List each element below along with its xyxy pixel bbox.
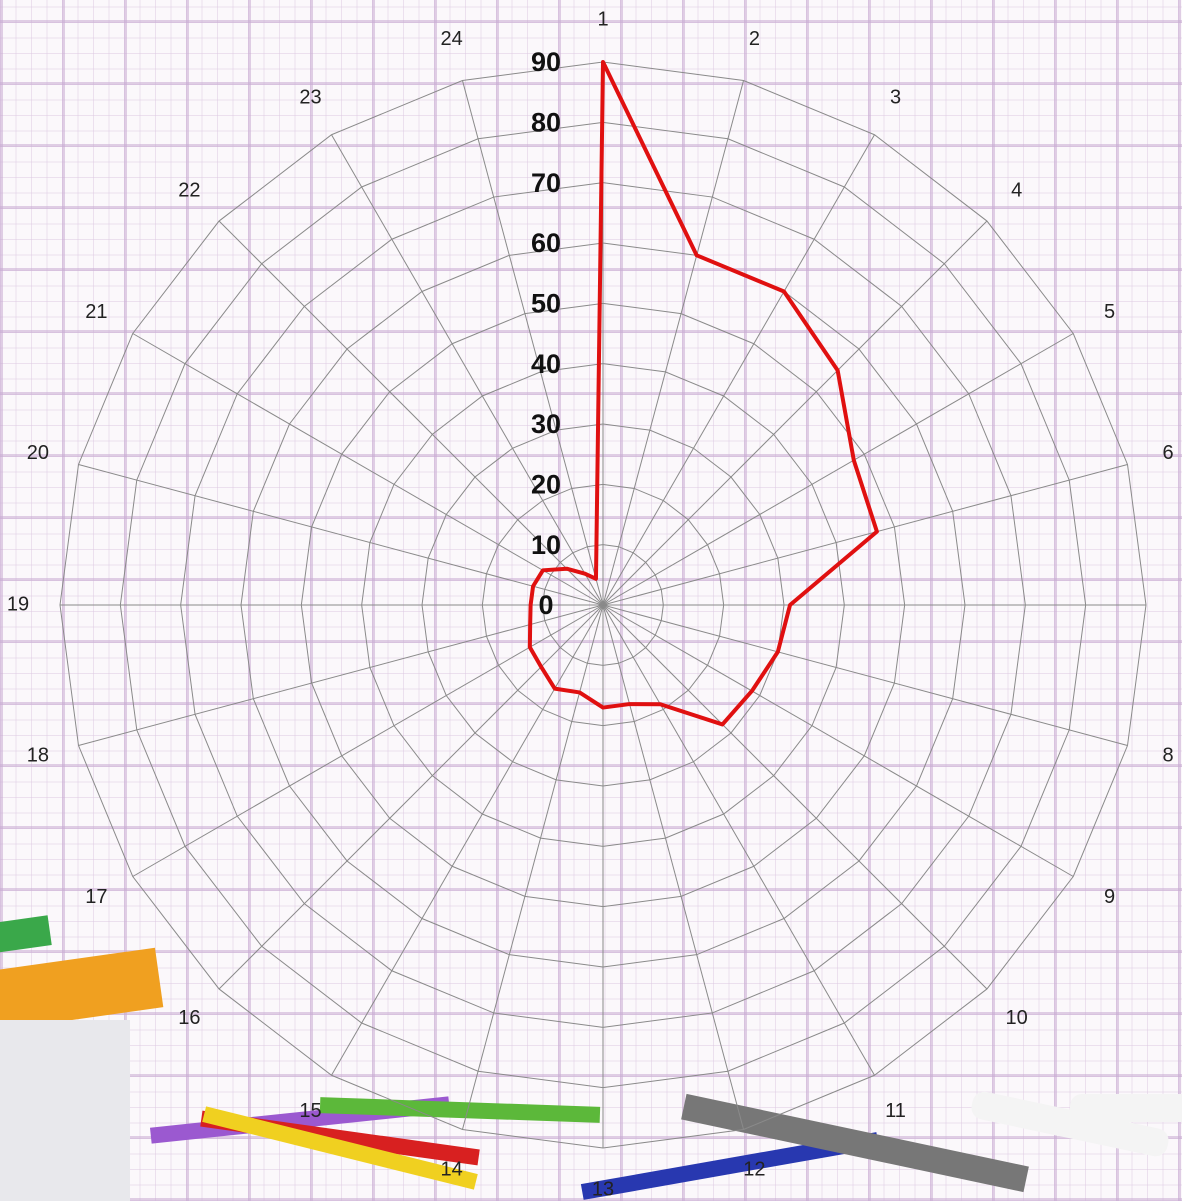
decor <box>0 915 1182 1201</box>
category-label: 23 <box>299 87 321 109</box>
category-label: 21 <box>85 301 107 323</box>
category-label: 15 <box>299 1100 321 1122</box>
category-label: 24 <box>440 28 462 50</box>
spoke <box>602 604 1074 877</box>
category-label: 3 <box>890 87 901 109</box>
category-label: 13 <box>592 1178 614 1200</box>
category-label: 16 <box>178 1007 200 1029</box>
category-label: 11 <box>885 1100 906 1122</box>
spoke <box>602 604 745 1130</box>
tick-label: 60 <box>531 228 561 258</box>
tick-label: 90 <box>531 47 561 77</box>
spoke <box>602 604 988 990</box>
spoke <box>218 220 604 606</box>
spoke <box>602 220 988 606</box>
category-label: 1 <box>597 8 608 30</box>
spoke <box>218 604 604 990</box>
category-label: 9 <box>1104 886 1115 908</box>
spoke <box>78 604 604 747</box>
tick-label: 50 <box>531 288 561 318</box>
category-label: 8 <box>1163 745 1174 767</box>
tick-label: 80 <box>531 107 561 137</box>
category-label: 18 <box>27 745 49 767</box>
spoke <box>461 80 604 606</box>
category-label: 4 <box>1011 180 1022 202</box>
spoke <box>331 134 604 606</box>
spoke <box>132 604 604 877</box>
category-label: 14 <box>440 1158 462 1180</box>
category-label: 22 <box>178 180 200 202</box>
spoke <box>602 80 745 606</box>
tick-label: 20 <box>531 469 561 499</box>
tick-label: 0 <box>538 590 553 620</box>
category-label: 2 <box>749 28 760 50</box>
category-label: 17 <box>85 886 107 908</box>
category-label: 5 <box>1104 301 1115 323</box>
tick-label: 70 <box>531 168 561 198</box>
spoke <box>132 333 604 606</box>
category-label: 19 <box>7 593 29 615</box>
spoke <box>331 604 604 1076</box>
category-label: 12 <box>743 1158 765 1180</box>
category-label: 6 <box>1163 442 1174 464</box>
spoke <box>602 604 1128 747</box>
spoke <box>602 134 875 606</box>
spoke <box>602 604 875 1076</box>
tick-label: 30 <box>531 409 561 439</box>
spoke <box>78 463 604 606</box>
spoke <box>461 604 604 1130</box>
series-line <box>527 60 879 727</box>
tick-label: 40 <box>531 349 561 379</box>
category-label: 20 <box>27 442 49 464</box>
spoke <box>602 463 1128 606</box>
spoke <box>602 333 1074 606</box>
category-label: 10 <box>1006 1007 1028 1029</box>
tick-label: 10 <box>531 530 561 560</box>
